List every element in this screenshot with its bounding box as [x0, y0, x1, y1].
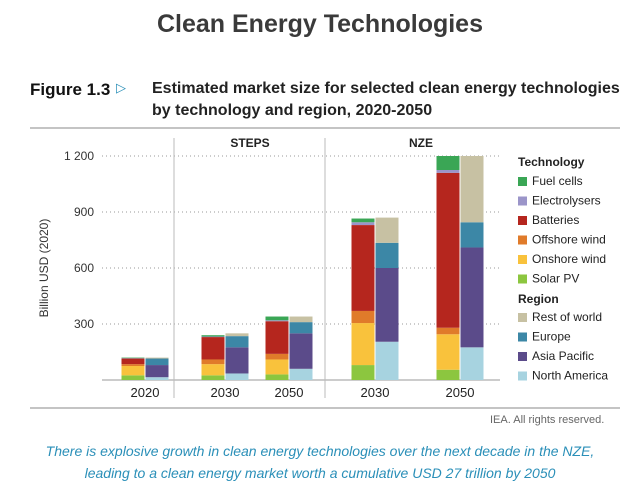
- bar-segment-solar-pv: [351, 365, 375, 380]
- y-tick-label: 1 200: [64, 149, 94, 163]
- bar-segment-solar-pv: [201, 375, 225, 380]
- bar-segment-fuel-cells: [265, 316, 289, 321]
- bar-segment-north-america: [145, 377, 169, 380]
- y-tick-label: 900: [74, 205, 94, 219]
- bar-segment-europe: [460, 222, 484, 248]
- legend-swatch: [518, 216, 527, 225]
- legend-label: Asia Pacific: [532, 349, 594, 363]
- legend-label: Electrolysers: [532, 194, 601, 208]
- bar-segment-asia-pacific: [460, 247, 484, 348]
- bar-segment-rest-of-world: [145, 357, 169, 359]
- bar-segment-solar-pv: [121, 375, 145, 380]
- legend-swatch: [518, 313, 527, 322]
- figure-caption: Estimated market size for selected clean…: [152, 80, 620, 119]
- legend-swatch: [518, 177, 527, 186]
- legend-layer: Technology Fuel cells Electrolysers Batteri…: [518, 155, 608, 383]
- bar-segment-offshore-wind: [201, 359, 225, 365]
- bar-segment-electrolysers: [436, 170, 460, 173]
- legend-swatch: [518, 371, 527, 381]
- bar-segment-fuel-cells: [436, 156, 460, 170]
- credit-text: IEA. All rights reserved.: [490, 414, 605, 426]
- legend-label: Onshore wind: [532, 252, 606, 266]
- bar-segment-offshore-wind: [121, 364, 145, 366]
- legend-label: Batteries: [532, 213, 579, 227]
- bar-segment-europe: [289, 322, 313, 334]
- x-tick-label: 2030: [211, 385, 240, 400]
- bar-segment-onshore-wind: [201, 364, 225, 376]
- bar-segment-asia-pacific: [225, 347, 249, 374]
- legend-label: Europe: [532, 330, 571, 344]
- bar-segment-asia-pacific: [289, 333, 313, 369]
- legend-label: Rest of world: [532, 310, 602, 324]
- x-tick-label: 2030: [361, 385, 390, 400]
- bar-segment-fuel-cells: [351, 218, 375, 223]
- legend-swatch: [518, 196, 527, 206]
- bar-segment-onshore-wind: [351, 323, 375, 366]
- x-tick-label: 2020: [131, 385, 160, 400]
- y-tick-label: 300: [74, 317, 94, 331]
- bar-segment-solar-pv: [436, 369, 460, 380]
- bar-segment-onshore-wind: [121, 366, 145, 376]
- bar-segment-onshore-wind: [436, 334, 460, 370]
- bar-segment-offshore-wind: [265, 353, 289, 360]
- x-tick-label: 2050: [446, 385, 475, 400]
- bar-segment-batteries: [436, 172, 460, 328]
- group-header: STEPS: [230, 136, 269, 150]
- group-header: NZE: [409, 136, 433, 150]
- legend-swatch: [518, 274, 527, 284]
- legend-swatch: [518, 352, 527, 361]
- bar-segment-solar-pv: [265, 374, 289, 380]
- legend-label: Solar PV: [532, 272, 579, 286]
- bar-segment-asia-pacific: [375, 268, 399, 342]
- bar-segment-electrolysers: [265, 320, 289, 322]
- footer-caption: There is explosive growth in clean energ…: [45, 443, 595, 481]
- bar-segment-onshore-wind: [265, 359, 289, 375]
- legend-label: Offshore wind: [532, 233, 606, 247]
- legend-swatch: [518, 235, 527, 245]
- bar-segment-electrolysers: [351, 222, 375, 226]
- bar-segment-offshore-wind: [351, 310, 375, 324]
- bar-segment-batteries: [351, 225, 375, 311]
- bar-segment-rest-of-world: [460, 156, 484, 223]
- bar-segment-north-america: [375, 341, 399, 380]
- bar-segment-north-america: [289, 368, 313, 380]
- legend-label: Fuel cells: [532, 174, 583, 188]
- bar-segment-batteries: [201, 337, 225, 360]
- bar-segment-batteries: [121, 358, 145, 365]
- bar-segment-fuel-cells: [201, 335, 225, 337]
- legend-swatch: [518, 332, 527, 342]
- bar-segment-electrolysers: [201, 336, 225, 338]
- bar-segment-rest-of-world: [225, 333, 249, 337]
- bar-segment-europe: [145, 358, 169, 366]
- bar-segment-europe: [375, 242, 399, 268]
- bar-segment-offshore-wind: [436, 327, 460, 335]
- bar-segment-north-america: [225, 373, 249, 380]
- figure-arrow-icon: ▷: [116, 80, 126, 95]
- bar-segment-batteries: [265, 321, 289, 354]
- y-tick-label: 600: [74, 261, 94, 275]
- bar-segment-fuel-cells: [121, 357, 145, 359]
- bar-segment-europe: [225, 336, 249, 348]
- bar-segment-asia-pacific: [145, 365, 169, 378]
- bar-segment-north-america: [460, 347, 484, 380]
- page-title: Clean Energy Technologies: [156, 10, 483, 38]
- bars-layer: [121, 156, 484, 380]
- figure-label: Figure 1.3: [30, 80, 111, 99]
- bar-segment-rest-of-world: [289, 316, 313, 323]
- labels-layer: 300 600 900 1 200 STEPS NZE 2020 2030 2050 2030 20…: [64, 136, 474, 400]
- legend-label: North America: [532, 369, 608, 383]
- y-axis-title: Billion USD (2020): [37, 219, 51, 318]
- x-tick-label: 2050: [275, 385, 304, 400]
- legend-technology-title: Technology: [518, 155, 585, 169]
- bar-segment-rest-of-world: [375, 217, 399, 243]
- legend-swatch: [518, 255, 527, 264]
- legend-region-title: Region: [518, 292, 559, 306]
